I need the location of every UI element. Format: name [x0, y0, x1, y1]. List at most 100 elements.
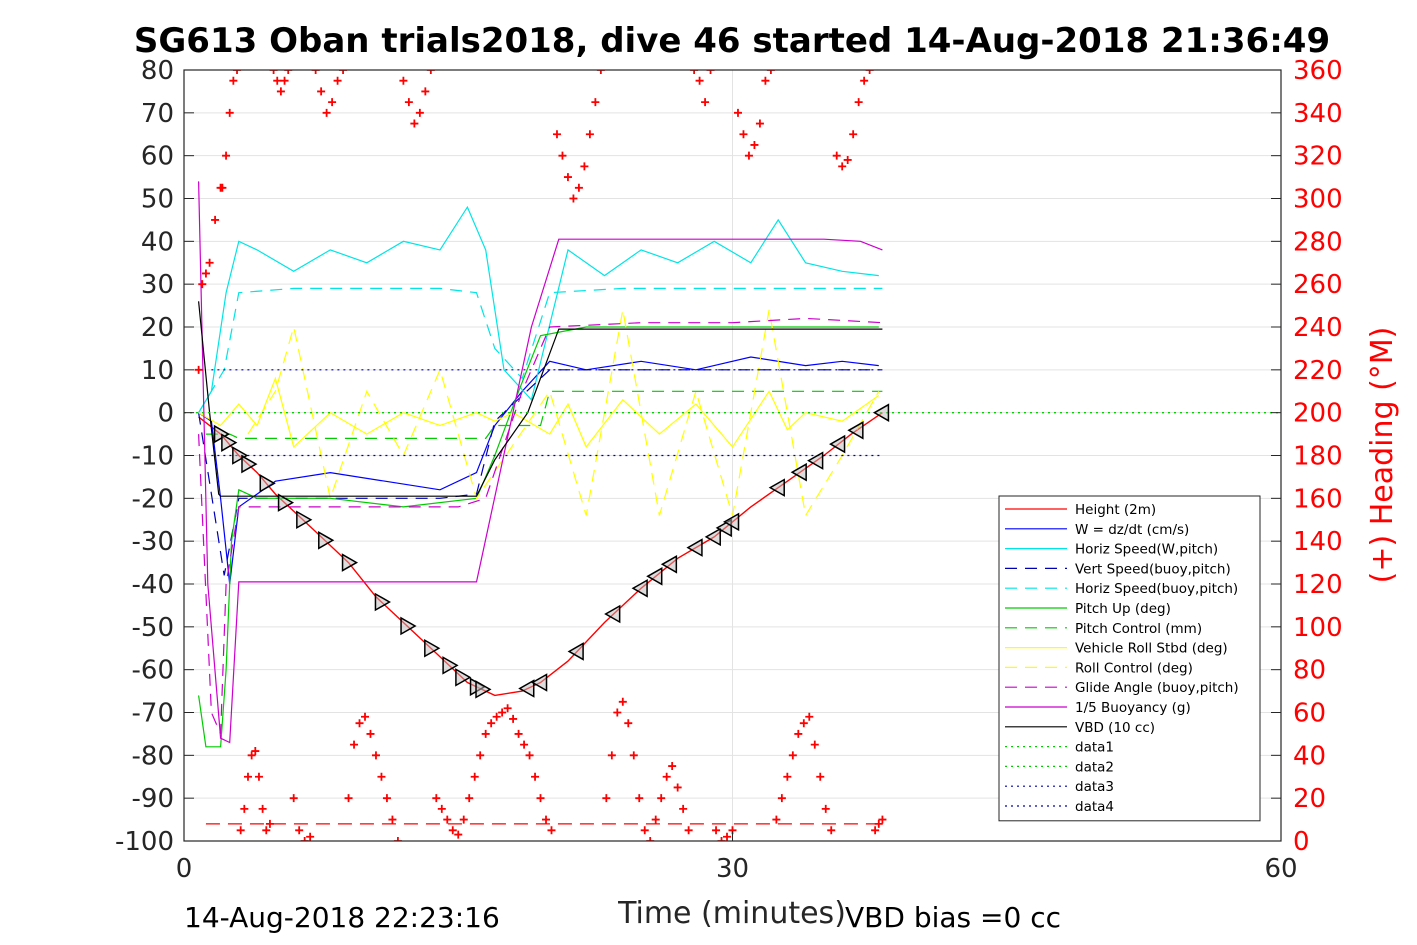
heading-point: [449, 826, 457, 834]
series-vbd-10-cc: [199, 301, 883, 496]
heading-point: [613, 709, 621, 717]
heading-point: [237, 826, 245, 834]
heading-point: [295, 826, 303, 834]
legend-label: Height (2m): [1075, 502, 1156, 518]
heading-point: [838, 162, 846, 170]
heading-point: [531, 773, 539, 781]
legend-label: Vehicle Roll Stbd (deg): [1075, 641, 1228, 657]
heading-point: [833, 152, 841, 160]
height-marker: [706, 529, 720, 545]
height-marker: [260, 475, 274, 491]
y-tick-label: 40: [141, 227, 174, 257]
heading-point: [465, 794, 473, 802]
heading-point: [493, 713, 501, 721]
heading-point: [222, 152, 230, 160]
y-right-tick-label: 80: [1293, 656, 1326, 686]
chart-title: SG613 Oban trials2018, dive 46 started 1…: [134, 21, 1330, 61]
heading-point: [432, 794, 440, 802]
heading-point: [356, 719, 364, 727]
heading-point: [602, 794, 610, 802]
heading-point: [277, 87, 285, 95]
y-tick-label: 70: [141, 99, 174, 129]
heading-point: [460, 816, 468, 824]
y-tick-label: 20: [141, 313, 174, 343]
heading-point: [657, 794, 665, 802]
y-tick-label: -20: [132, 484, 174, 514]
y-tick-label: 0: [157, 399, 174, 429]
heading-point: [542, 816, 550, 824]
legend-label: data1: [1075, 740, 1114, 756]
y-right-tick-label: 100: [1293, 613, 1343, 643]
heading-point: [273, 77, 281, 85]
heading-point: [772, 816, 780, 824]
y-right-tick-label: 320: [1293, 142, 1343, 172]
heading-point: [712, 826, 720, 834]
y-right-tick-label: 280: [1293, 227, 1343, 257]
y-right-tick-label: 360: [1293, 56, 1343, 86]
legend: Height (2m) W = dz/dt (cm/s) Horiz Speed(W…: [999, 496, 1260, 821]
heading-point: [410, 120, 418, 128]
legend-label: VBD (10 cc): [1075, 720, 1155, 736]
heading-point: [800, 719, 808, 727]
heading-point: [372, 751, 380, 759]
y-tick-label: -50: [132, 613, 174, 643]
heading-point: [377, 773, 385, 781]
heading-point: [553, 130, 561, 138]
heading-point: [696, 77, 704, 85]
y-right-tick-label: 340: [1293, 99, 1343, 129]
y-tick-label: -70: [132, 699, 174, 729]
y-tick-label: -80: [132, 741, 174, 771]
height-marker: [520, 681, 534, 697]
y-tick-label: -30: [132, 527, 174, 557]
y-right-tick-label: 160: [1293, 484, 1343, 514]
heading-point: [778, 794, 786, 802]
footer-vbd-bias: VBD bias =0 cc: [845, 901, 1061, 934]
heading-point: [195, 366, 203, 374]
heading-point: [334, 77, 342, 85]
heading-point: [811, 741, 819, 749]
heading-point: [822, 805, 830, 813]
heading-point: [860, 77, 868, 85]
heading-point: [399, 77, 407, 85]
heading-point: [421, 87, 429, 95]
y-tick-label: 50: [141, 185, 174, 215]
heading-point: [679, 805, 687, 813]
heading-point: [783, 773, 791, 781]
heading-point: [668, 762, 676, 770]
heading-point: [855, 98, 863, 106]
series-horiz-speed-buoy-pitch: [199, 288, 883, 412]
series-glide-angle-buoy-pitch: [199, 318, 883, 734]
legend-label: Vert Speed(buoy,pitch): [1075, 561, 1231, 577]
heading-point: [471, 773, 479, 781]
y-right-tick-label: 140: [1293, 527, 1343, 557]
height-marker: [343, 555, 357, 571]
y-tick-label: 30: [141, 270, 174, 300]
height-marker: [849, 422, 863, 438]
heading-point: [443, 816, 451, 824]
heading-point: [526, 751, 534, 759]
legend-label: Horiz Speed(W,pitch): [1075, 542, 1218, 558]
heading-point: [323, 109, 331, 117]
legend-label: W = dz/dt (cm/s): [1075, 522, 1189, 538]
y-right-tick-label: 220: [1293, 356, 1343, 386]
heading-point: [198, 280, 206, 288]
chart: SG613 Oban trials2018, dive 46 started 1…: [0, 0, 1417, 945]
heading-point: [674, 783, 682, 791]
y-right-tick-label: 240: [1293, 313, 1343, 343]
y-tick-label: 60: [141, 142, 174, 172]
y-tick-label: -40: [132, 570, 174, 600]
heading-point: [405, 98, 413, 106]
heading-point: [206, 259, 214, 267]
legend-label: data4: [1075, 799, 1114, 815]
heading-point: [805, 713, 813, 721]
height-marker: [533, 675, 547, 691]
y-right-tick-label: 260: [1293, 270, 1343, 300]
heading-point: [619, 698, 627, 706]
heading-point: [723, 833, 731, 841]
heading-point: [255, 773, 263, 781]
heading-point: [211, 216, 219, 224]
y-right-tick-label: 60: [1293, 699, 1326, 729]
heading-point: [635, 794, 643, 802]
height-marker: [831, 436, 845, 452]
heading-point: [558, 152, 566, 160]
